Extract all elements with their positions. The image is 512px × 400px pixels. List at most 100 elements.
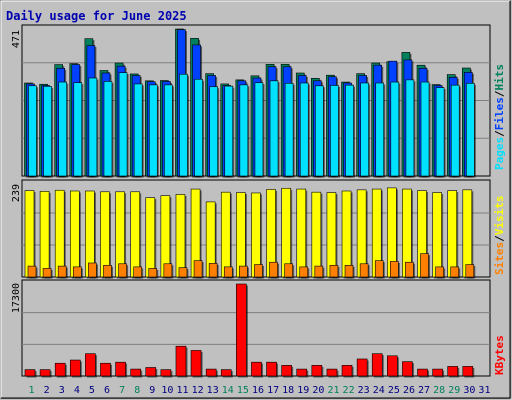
sites-bar-day-18 (284, 263, 293, 278)
kbytes-bar-day-11 (175, 345, 187, 377)
x-label-day-16: 16 (252, 385, 264, 396)
sites-bar-day-8 (133, 266, 142, 278)
sites-bar-day-25 (390, 261, 399, 278)
x-label-day-22: 22 (343, 385, 355, 396)
pages-bar-day-29 (450, 84, 460, 177)
sites-bar-day-4 (72, 266, 82, 278)
pages-bar-day-17 (269, 80, 279, 177)
pages-bar-day-15 (239, 84, 249, 177)
pages-bar-day-6 (103, 81, 113, 177)
kbytes-bar-day-29 (447, 366, 459, 377)
sites-bar-day-28 (435, 266, 444, 278)
visits-bar-day-6 (100, 191, 110, 278)
x-label-day-7: 7 (119, 385, 125, 396)
visits-bar-day-2 (39, 191, 50, 278)
legend-hits: Hits (493, 64, 506, 91)
pages-bar-day-2 (43, 86, 52, 177)
kbytes-bar-day-8 (130, 368, 141, 377)
x-label-day-27: 27 (418, 385, 430, 396)
x-label-day-23: 23 (358, 385, 370, 396)
x-label-day-15: 15 (237, 385, 249, 396)
x-label-day-21: 21 (327, 385, 339, 396)
legend-bottom: KBytes (493, 335, 506, 375)
kbytes-bar-day-28 (432, 368, 443, 377)
x-label-day-19: 19 (297, 385, 309, 396)
x-label-day-1: 1 (29, 385, 35, 396)
visits-bar-day-8 (130, 191, 140, 278)
legend-sep-2: / (493, 90, 506, 97)
sites-bar-day-20 (314, 265, 324, 278)
x-label-day-25: 25 (388, 385, 400, 396)
x-label-day-10: 10 (161, 385, 173, 396)
x-label-day-31: 31 (478, 385, 490, 396)
kbytes-bar-day-21 (326, 368, 338, 377)
sites-bar-day-5 (88, 262, 97, 278)
pages-bar-day-28 (435, 87, 445, 177)
pages-bar-day-8 (133, 83, 143, 177)
pages-bar-day-23 (360, 82, 369, 177)
kbytes-bar-day-18 (281, 365, 292, 377)
pages-bar-day-3 (58, 81, 67, 177)
visits-bar-day-15 (236, 192, 246, 278)
visits-bar-day-4 (69, 190, 80, 278)
kbytes-bar-day-20 (311, 365, 323, 377)
sites-bar-day-13 (208, 263, 218, 278)
y-label-max-hits: 471 (11, 30, 22, 48)
visits-bar-day-28 (432, 192, 442, 278)
panel-frame-3 (21, 279, 491, 377)
kbytes-bar-day-16 (251, 361, 262, 377)
kbytes-bar-day-10 (160, 369, 172, 377)
x-label-day-14: 14 (222, 385, 234, 396)
legend-files: Files (493, 97, 506, 130)
kbytes-bar-day-24 (371, 353, 383, 377)
sites-bar-day-30 (465, 264, 475, 278)
visits-bar-day-9 (145, 197, 156, 278)
pages-bar-day-13 (209, 86, 218, 177)
sites-bar-day-19 (299, 266, 309, 278)
kbytes-bar-day-19 (296, 368, 308, 377)
x-label-day-12: 12 (192, 385, 204, 396)
legend-top: Pages/Files/Hits (493, 64, 506, 170)
pages-bar-day-18 (284, 83, 294, 177)
visits-bar-day-19 (296, 188, 307, 278)
kbytes-bar-day-23 (356, 358, 368, 377)
visits-bar-day-29 (447, 190, 458, 278)
sites-bar-day-2 (42, 268, 52, 278)
sites-bar-day-15 (239, 265, 248, 278)
pages-bar-day-11 (179, 73, 188, 177)
x-label-day-8: 8 (134, 385, 140, 396)
kbytes-bar-day-22 (341, 365, 353, 377)
pages-bar-day-27 (420, 81, 430, 177)
visits-bar-day-14 (220, 191, 231, 278)
sites-bar-day-6 (103, 265, 112, 278)
sites-bar-day-16 (254, 264, 263, 278)
sites-bar-day-26 (405, 261, 414, 278)
sites-bar-day-17 (269, 261, 278, 278)
pages-bar-day-4 (73, 82, 83, 177)
pages-bar-day-24 (375, 82, 385, 177)
x-label-day-3: 3 (59, 385, 65, 396)
kbytes-bar-day-13 (205, 368, 217, 377)
x-label-day-18: 18 (282, 385, 294, 396)
x-label-day-9: 9 (149, 385, 155, 396)
kbytes-bar-day-9 (145, 367, 157, 377)
x-label-day-20: 20 (312, 385, 324, 396)
visits-bar-day-3 (54, 189, 65, 278)
x-label-day-2: 2 (44, 385, 50, 396)
kbytes-bar-day-14 (220, 369, 232, 377)
pages-bar-day-25 (390, 81, 400, 177)
sites-bar-day-3 (57, 265, 67, 278)
sites-bar-day-29 (450, 266, 460, 278)
sites-bar-day-23 (359, 263, 369, 278)
kbytes-bar-day-4 (69, 359, 81, 377)
kbytes-bar-day-30 (462, 366, 474, 377)
sites-bar-day-14 (223, 266, 233, 278)
kbytes-bar-day-27 (417, 368, 428, 377)
visits-bar-day-20 (311, 191, 322, 278)
x-label-day-24: 24 (373, 385, 385, 396)
x-label-day-5: 5 (89, 385, 95, 396)
pages-bar-day-30 (466, 83, 475, 177)
pages-bar-day-16 (254, 82, 264, 177)
sites-bar-day-22 (344, 265, 354, 278)
